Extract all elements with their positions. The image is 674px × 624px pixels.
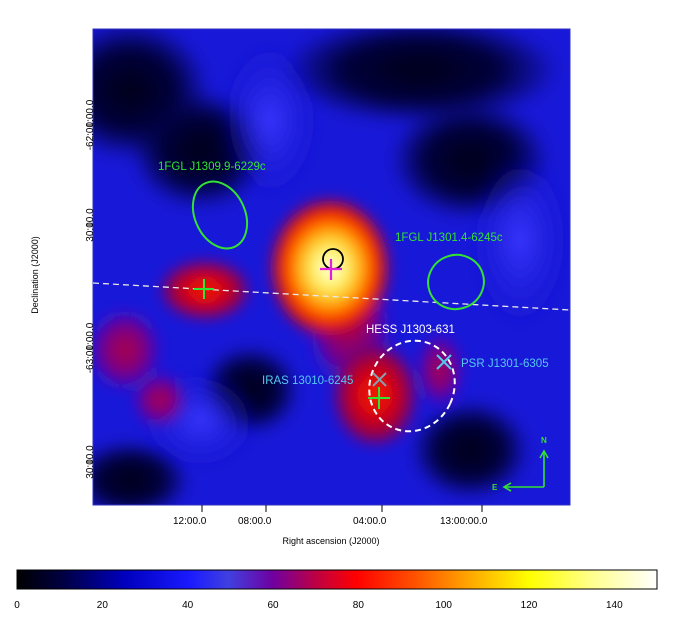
compass-arrows-icon	[502, 449, 549, 492]
y-axis-title: Declination (J2000)	[30, 236, 40, 314]
fgl2-error-ellipse	[427, 253, 485, 311]
axis-ticks	[86, 124, 483, 512]
fgl2-label: 1FGL J1301.4-6245c	[395, 232, 503, 244]
colorbar	[16, 569, 658, 590]
colorbar-tick-label: 120	[521, 600, 538, 611]
green-plus-icon	[368, 387, 390, 409]
magenta-plus-icon	[320, 259, 342, 280]
intensity-map	[93, 29, 570, 505]
fgl1-error-ellipse	[191, 180, 249, 250]
hess-label: HESS J1303-631	[366, 324, 455, 336]
grey-cross-icon	[372, 372, 387, 387]
y-tick-label: -62:00:00.0	[85, 99, 96, 150]
colorbar-ticks: 0 20 40 60 80 100 120 140	[14, 600, 623, 611]
map-frame	[92, 28, 571, 506]
y-tick-label: -63:00:00.0	[85, 322, 96, 373]
colorbar-tick-label: 60	[267, 600, 279, 611]
colorbar-tick-label: 20	[97, 600, 109, 611]
x-tick-label: 13:00:00.0	[440, 516, 488, 527]
colorbar-tick-label: 0	[14, 600, 20, 611]
x-tick-label: 04:00.0	[353, 516, 387, 527]
green-plus-icon	[194, 279, 214, 299]
x-tick-label: 08:00.0	[238, 516, 272, 527]
x-tick-label: 12:00.0	[173, 516, 207, 527]
x-axis-title: Right ascension (J2000)	[282, 536, 379, 546]
colorbar-tick-label: 40	[182, 600, 194, 611]
compass-east-label: E	[492, 483, 498, 492]
y-tick-label: 30:00.0	[85, 208, 96, 242]
fgl1-label: 1FGL J1309.9-6229c	[158, 161, 266, 173]
hess-dashed-ellipse	[368, 339, 456, 433]
cyan-cross-icon	[436, 354, 452, 370]
colorbar-tick-label: 80	[353, 600, 365, 611]
colorbar-tick-label: 100	[435, 600, 452, 611]
compass-north-label: N	[541, 436, 547, 445]
y-tick-label: 30:00.0	[85, 445, 96, 479]
colorbar-tick-label: 140	[606, 600, 623, 611]
iras-label: IRAS 13010-6245	[262, 375, 353, 387]
psr-label: PSR J1301-6305	[461, 358, 549, 370]
